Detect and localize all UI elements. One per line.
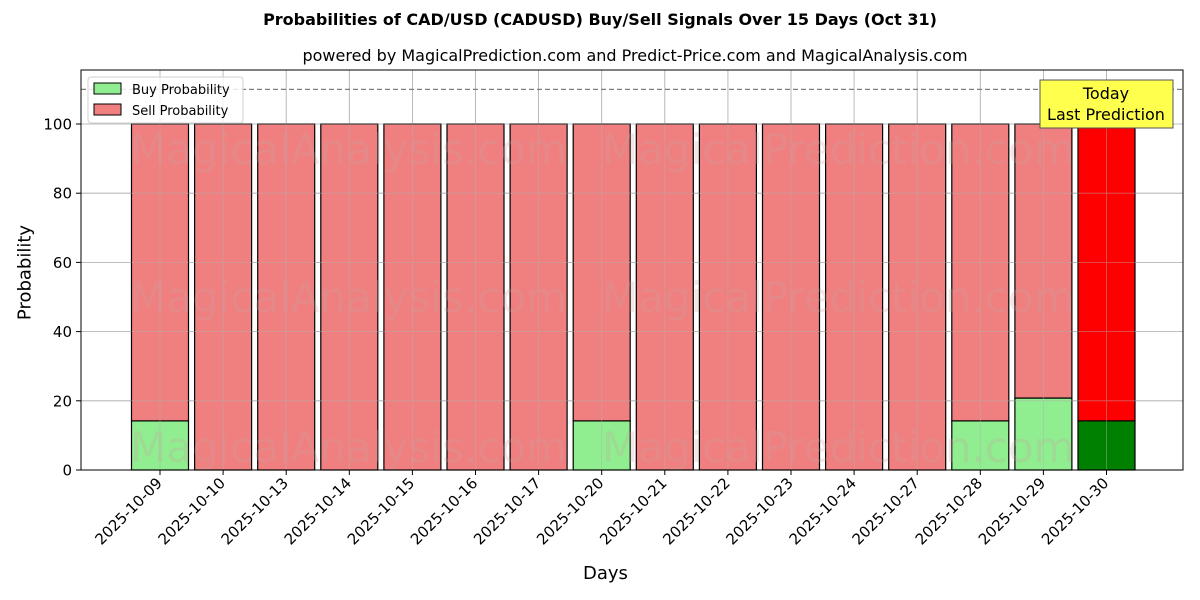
y-tick-label: 0 [62, 462, 72, 480]
watermarks: MagicalAnalysis.com MagicalPrediction.com… [130, 125, 1075, 472]
x-tick-label: 2025-10-15 [344, 474, 418, 548]
y-tick-label: 60 [53, 254, 72, 272]
y-tick-label: 20 [53, 392, 72, 410]
legend-swatch-buy [93, 82, 122, 95]
x-tick-label: 2025-10-27 [849, 474, 923, 548]
legend-label-sell: Sell Probability [132, 104, 229, 119]
x-tick-label: 2025-10-14 [281, 474, 355, 548]
watermark-text: MagicalPrediction.com [602, 273, 1075, 322]
legend-box [87, 76, 244, 124]
x-tick-label: 2025-10-20 [533, 474, 607, 548]
x-tick-label: 2025-10-09 [91, 474, 165, 548]
watermark-text: MagicalAnalysis.com [130, 423, 567, 472]
x-axis-label: Days [583, 563, 628, 584]
watermark-text: MagicalAnalysis.com [130, 273, 567, 322]
legend-label-buy: Buy Probability [132, 83, 230, 98]
today-annotation: Today Last Prediction [1039, 79, 1174, 129]
y-tick-label: 40 [53, 323, 72, 341]
x-tick-label: 2025-10-17 [470, 474, 544, 548]
x-tick-label: 2025-10-13 [218, 474, 292, 548]
x-tick-label: 2025-10-28 [912, 474, 986, 548]
x-tick-label: 2025-10-29 [975, 474, 1049, 548]
chart-title: Probabilities of CAD/USD (CADUSD) Buy/Se… [263, 10, 937, 29]
watermark-text: MagicalPrediction.com [602, 125, 1075, 174]
x-tick-label: 2025-10-30 [1038, 474, 1112, 548]
annotation-line1: Today [1082, 84, 1129, 103]
x-tick-label: 2025-10-23 [722, 474, 796, 548]
annotation-line2: Last Prediction [1047, 105, 1165, 124]
annotation-box [1039, 79, 1174, 129]
legend-swatch-sell [93, 103, 122, 116]
axes-frame [80, 69, 1184, 471]
grid-overlay [81, 70, 1183, 471]
watermark-text: MagicalPrediction.com [602, 423, 1075, 472]
x-tick-label: 2025-10-22 [659, 474, 733, 548]
legend: Buy Probability Sell Probability [87, 76, 244, 124]
x-tick-label: 2025-10-21 [596, 474, 670, 548]
y-tick-label: 100 [43, 116, 72, 134]
x-tick-label: 2025-10-10 [155, 474, 229, 548]
y-axis: 0 20 40 60 80 100 [43, 116, 81, 480]
watermark-text: MagicalAnalysis.com [130, 125, 567, 174]
x-tick-label: 2025-10-24 [786, 474, 860, 548]
chart-subtitle: powered by MagicalPrediction.com and Pre… [302, 46, 968, 65]
x-axis: 2025-10-092025-10-102025-10-132025-10-14… [91, 470, 1112, 548]
x-tick-label: 2025-10-16 [407, 474, 481, 548]
y-tick-label: 80 [53, 185, 72, 203]
